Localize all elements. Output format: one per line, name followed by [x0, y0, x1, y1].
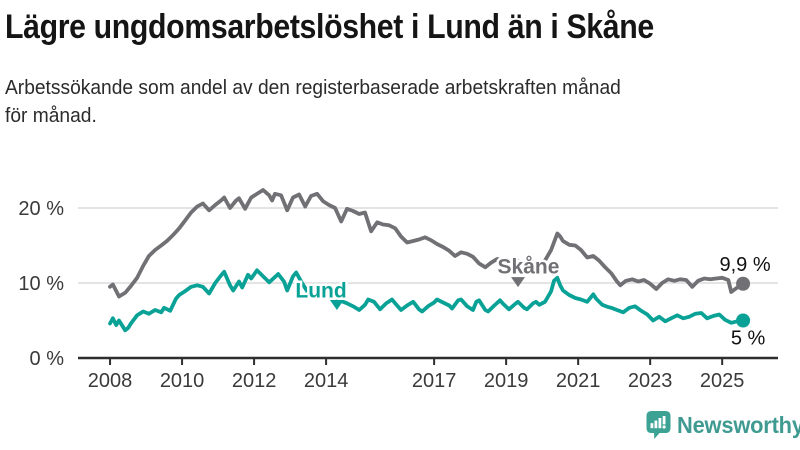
x-tick-label: 2008	[88, 370, 133, 392]
x-tick-label: 2012	[232, 370, 277, 392]
x-tick-label: 2023	[628, 370, 673, 392]
x-tick-label: 2025	[700, 370, 745, 392]
skane-end-dot	[736, 276, 751, 291]
brand-name: Newsworthy	[677, 411, 800, 438]
x-tick-label: 2014	[304, 370, 349, 392]
lund-end-value-label: 5 %	[731, 328, 766, 350]
chart-subtitle-line-1: Arbetssökande som andel av den registerb…	[5, 77, 621, 99]
y-tick-label: 10 %	[18, 273, 64, 295]
skane-line	[108, 188, 745, 299]
chart-subtitle: Arbetssökande som andel av den registerb…	[5, 74, 765, 130]
newsworthy-chart-bubble-icon	[646, 411, 671, 439]
skane-series-label: Skåne	[498, 255, 560, 278]
skane-label-caret	[511, 277, 526, 288]
skane-end-value-label: 9,9 %	[719, 254, 770, 276]
x-tick-label: 2019	[484, 370, 529, 392]
chart-title: Lägre ungdomsarbetslöshet i Lund än i Sk…	[5, 8, 654, 46]
lund-label-caret	[329, 300, 344, 310]
y-tick-label: 0 %	[30, 348, 65, 370]
newsworthy-logo: Newsworthy	[646, 411, 800, 439]
chart-subtitle-line-2: för månad.	[5, 105, 97, 127]
lund-end-dot	[736, 313, 751, 328]
x-tick-label: 2010	[160, 370, 205, 392]
lund-series-label: Lund	[295, 279, 346, 302]
x-tick-label: 2021	[556, 370, 601, 392]
x-tick-label: 2017	[412, 370, 457, 392]
chart-header: Lägre ungdomsarbetslöshet i Lund än i Sk…	[5, 8, 797, 130]
lund-line	[108, 268, 745, 333]
y-tick-label: 20 %	[18, 198, 64, 220]
